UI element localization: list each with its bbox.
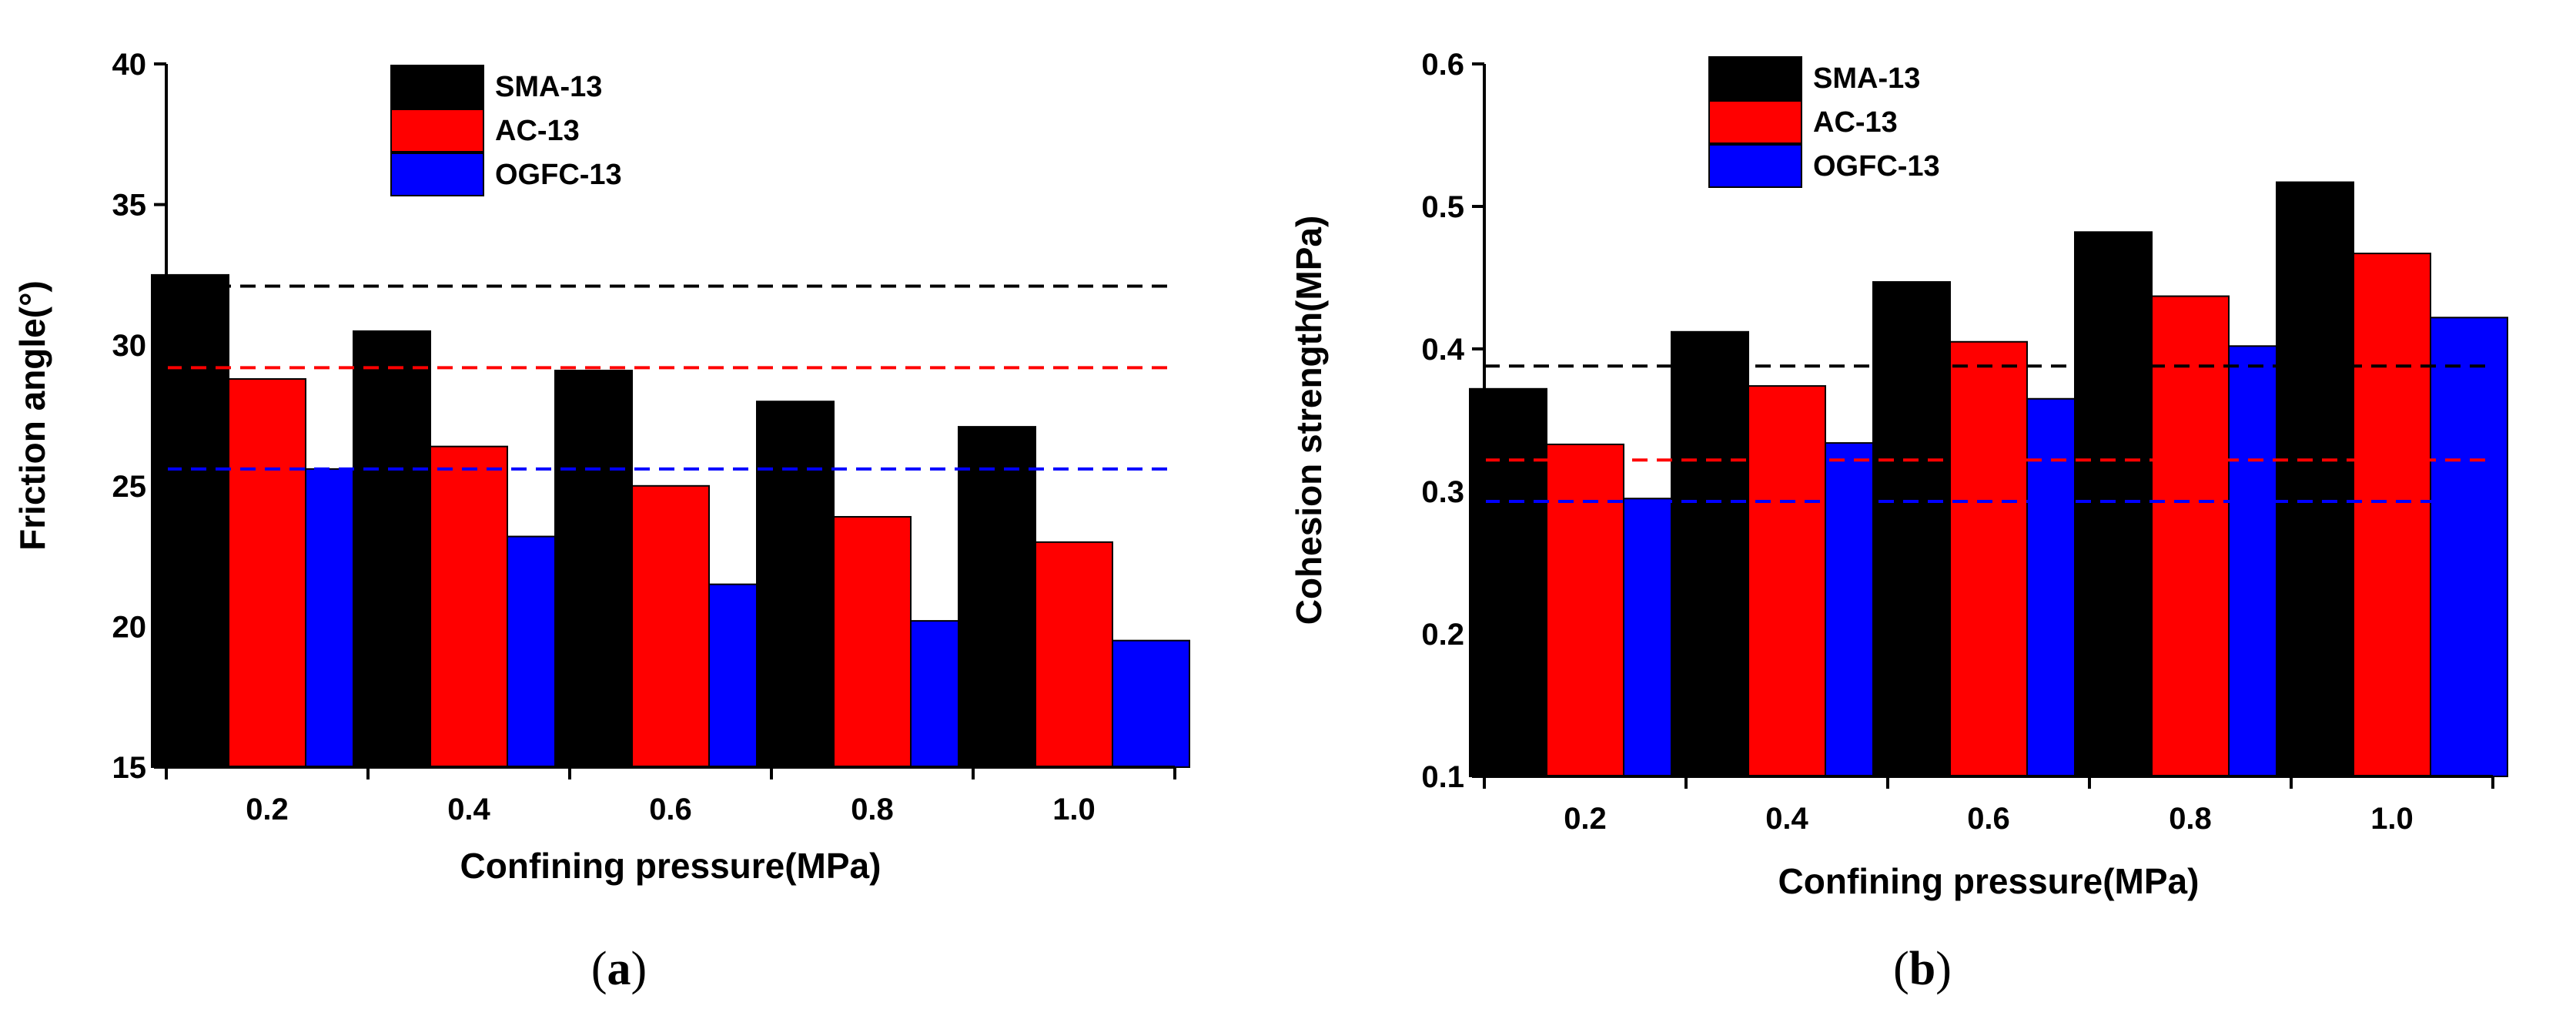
bar-sma-13-0.6 (554, 370, 633, 768)
x-tick-label: 0.2 (246, 793, 289, 826)
bar-ac-13-0.2 (1546, 443, 1624, 777)
y-tick-label: 15 (112, 751, 147, 785)
bar-sma-13-0.4 (1671, 330, 1749, 777)
x-tick-label: 0.8 (851, 793, 894, 826)
bar-sma-13-0.8 (2074, 231, 2153, 777)
caption-a: (a) (591, 943, 647, 995)
y-tick-label: 40 (112, 48, 147, 82)
legend: SMA-13 AC-13 OGFC-13 (390, 65, 622, 196)
y-tick-label: 0.4 (1421, 333, 1464, 367)
bar-sma-13-0.6 (1872, 281, 1951, 777)
x-tick-label: 0.2 (1564, 802, 1607, 836)
chart-panel-a: 15 20 25 30 35 40 0.2 0.4 0.6 0.8 1.0 Confining pre… (12, 48, 1190, 886)
y-axis-title: Friction angle(°) (12, 280, 52, 551)
y-tick-label: 0.3 (1421, 475, 1464, 509)
bar-ac-13-0.6 (631, 484, 710, 768)
x-tick-label: 0.6 (649, 793, 692, 826)
y-tick-label: 35 (112, 189, 147, 223)
y-tick-label: 25 (112, 470, 147, 504)
bar-sma-13-0.4 (353, 330, 431, 768)
y-tick-label: 0.5 (1421, 190, 1464, 224)
y-tick-label: 20 (112, 610, 147, 644)
legend: SMA-13 AC-13 OGFC-13 (1708, 56, 1940, 188)
bar-sma-13-0.2 (151, 273, 229, 768)
x-tick-label: 0.4 (1765, 802, 1808, 836)
bar-ac-13-0.8 (2151, 295, 2230, 777)
bar-ac-13-0.4 (1748, 385, 1826, 777)
bar-sma-13-1.0 (958, 426, 1036, 768)
bar-ogfc-13-1.0 (1112, 639, 1190, 768)
bar-ac-13-0.2 (228, 378, 306, 768)
legend-swatch-ac-13 (1708, 100, 1802, 144)
x-tick-label: 0.8 (2169, 802, 2212, 836)
bar-sma-13-1.0 (2276, 181, 2354, 778)
bar-ac-13-1.0 (2353, 253, 2431, 777)
legend-swatch-sma-13 (390, 65, 484, 109)
bar-ac-13-0.4 (430, 445, 508, 768)
legend-swatch-ogfc-13 (1708, 144, 1802, 188)
caption-b: (b) (1893, 943, 1952, 995)
legend-swatch-ac-13 (390, 109, 484, 153)
y-tick-label: 0.6 (1421, 48, 1464, 82)
x-axis-title: Confining pressure(MPa) (1778, 861, 2200, 901)
y-axis-title: Cohesion strength(MPa) (1289, 216, 1329, 625)
y-tick-label: 0.2 (1421, 618, 1464, 652)
bar-ac-13-0.6 (1949, 340, 2028, 777)
y-tick-label: 0.1 (1421, 760, 1464, 794)
x-axis-title: Confining pressure(MPa) (460, 846, 882, 886)
legend-label-ogfc-13: OGFC-13 (495, 159, 622, 191)
x-tick-label: 1.0 (1052, 793, 1096, 826)
legend-label-ogfc-13: OGFC-13 (1813, 150, 1940, 183)
legend-label-ac-13: AC-13 (1813, 106, 1898, 139)
x-tick-label: 1.0 (2370, 802, 2414, 836)
legend-label-sma-13: SMA-13 (1813, 62, 1920, 95)
x-tick-label: 0.4 (447, 793, 490, 826)
legend-label-sma-13: SMA-13 (495, 71, 602, 103)
bar-sma-13-0.2 (1469, 387, 1547, 777)
legend-swatch-ogfc-13 (390, 153, 484, 196)
bar-ogfc-13-1.0 (2430, 317, 2508, 777)
bar-ac-13-1.0 (1035, 541, 1113, 769)
legend-swatch-sma-13 (1708, 56, 1802, 100)
x-tick-label: 0.6 (1967, 802, 2010, 836)
y-tick-label: 30 (112, 329, 147, 363)
legend-label-ac-13: AC-13 (495, 115, 580, 147)
bar-sma-13-0.8 (756, 401, 835, 768)
bar-ac-13-0.8 (833, 515, 912, 768)
chart-panel-b: 0.1 0.2 0.3 0.4 0.5 0.6 0.2 0.4 0.6 0.8 1.0 Confini… (1289, 48, 2508, 901)
